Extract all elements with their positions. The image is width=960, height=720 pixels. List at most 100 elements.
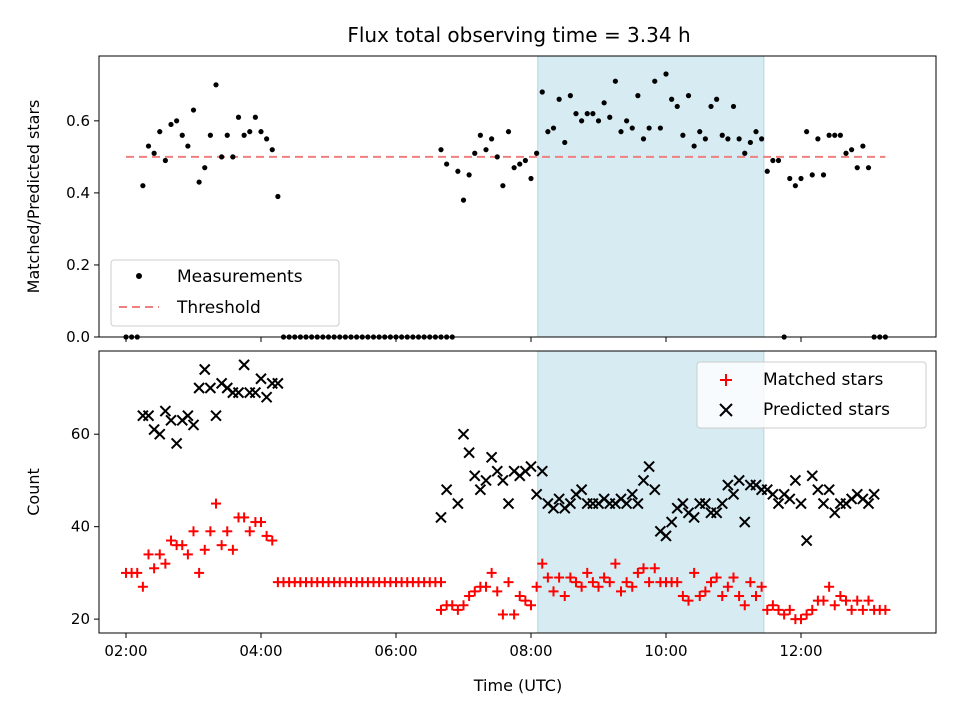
predicted-star-point xyxy=(480,474,492,487)
matched-star-point xyxy=(182,549,193,560)
matched-star-point xyxy=(734,591,745,602)
matched-star-point xyxy=(458,600,469,611)
measurement-point xyxy=(162,157,168,164)
legend-matched-label: Matched stars xyxy=(763,370,883,390)
predicted-star-point xyxy=(564,497,577,510)
matched-star-point xyxy=(503,577,514,588)
predicted-star-point xyxy=(463,446,475,459)
measurement-point xyxy=(511,165,517,171)
predicted-star-point xyxy=(767,488,779,501)
top-y-axis-label: Matched/Predicted stars xyxy=(24,100,43,294)
matched-star-point xyxy=(244,526,255,537)
matched-star-point xyxy=(717,591,728,602)
predicted-star-point xyxy=(154,428,166,440)
measurement-point xyxy=(764,168,770,174)
measurement-point xyxy=(556,96,562,102)
matched-star-point xyxy=(177,540,188,551)
measurement-point xyxy=(505,129,512,135)
matched-star-point xyxy=(841,595,851,606)
count-panel: 02:00 04:00 06:00 08:00 10:00 12:00 20 40 60 Co… xyxy=(24,350,937,695)
predicted-star-point xyxy=(204,382,217,394)
predicted-star-point xyxy=(457,428,470,440)
measurement-point xyxy=(708,103,714,110)
matched-star-point xyxy=(261,530,272,541)
matched-star-point xyxy=(143,549,154,560)
matched-star-point xyxy=(683,595,694,606)
matched-star-point xyxy=(767,600,778,611)
y-tick-label: 0.0 xyxy=(66,328,90,346)
predicted-star-point xyxy=(497,474,509,487)
measurement-point xyxy=(820,172,827,178)
measurement-point xyxy=(455,168,461,174)
y-tick-label: 0.6 xyxy=(66,112,90,130)
predicted-star-point xyxy=(485,451,498,464)
measurement-point xyxy=(753,129,759,135)
predicted-star-point xyxy=(491,465,503,477)
predicted-star-point xyxy=(660,530,672,542)
x-tick-label: 12:00 xyxy=(779,642,822,660)
matched-star-point xyxy=(745,577,756,588)
matched-star-point xyxy=(779,609,790,620)
predicted-star-point xyxy=(727,488,740,501)
measurement-point xyxy=(775,157,782,164)
measurement-point xyxy=(460,197,467,203)
top-legend-box xyxy=(110,259,340,327)
matched-star-point xyxy=(711,572,722,583)
matched-star-point xyxy=(166,535,176,546)
measurement-point xyxy=(483,147,489,153)
measurement-point xyxy=(573,111,579,117)
measurement-point xyxy=(230,154,236,160)
predicted-star-point xyxy=(440,483,453,496)
measurement-point xyxy=(736,136,742,142)
matched-star-point xyxy=(576,581,587,592)
predicted-star-point xyxy=(435,511,447,524)
predicted-star-point xyxy=(238,359,250,371)
predicted-star-point xyxy=(249,386,262,399)
measurement-point xyxy=(579,118,585,124)
measurement-point xyxy=(640,136,647,142)
observing-span-top xyxy=(537,55,765,338)
top-axes-frame xyxy=(98,55,937,338)
predicted-star-point xyxy=(182,410,194,422)
measurement-point xyxy=(865,165,872,171)
measurement-point xyxy=(691,143,697,149)
predicted-star-point xyxy=(187,419,200,431)
predicted-star-point xyxy=(817,497,830,510)
matched-star-point xyxy=(593,581,604,592)
predicted-star-point xyxy=(232,386,245,399)
matched-star-point xyxy=(621,577,632,588)
predicted-star-point xyxy=(536,465,548,477)
matched-star-point xyxy=(762,604,773,615)
predicted-star-point xyxy=(716,497,728,510)
matched-star-point xyxy=(784,604,795,615)
predicted-star-point xyxy=(733,474,745,487)
measurement-point xyxy=(657,125,663,131)
x-tick-label: 06:00 xyxy=(374,642,417,660)
measurement-point xyxy=(837,132,843,138)
predicted-star-point xyxy=(829,507,841,519)
matched-star-point xyxy=(205,526,216,537)
matched-star-point xyxy=(722,581,733,592)
matched-star-point xyxy=(486,567,497,578)
predicted-star-point xyxy=(649,483,661,496)
measurement-point xyxy=(815,136,821,142)
predicted-star-point xyxy=(677,497,689,510)
measurement-point xyxy=(595,118,602,124)
matched-star-point xyxy=(751,591,761,602)
bottom-y-ticks: 20 40 60 xyxy=(71,425,99,628)
predicted-star-point xyxy=(474,483,487,496)
matched-star-point xyxy=(526,600,536,611)
matched-star-point xyxy=(554,572,565,583)
matched-star-point xyxy=(846,604,857,615)
matched-star-point xyxy=(447,600,458,611)
predicted-star-point xyxy=(626,488,638,501)
bottom-legend-box xyxy=(696,361,927,429)
measurement-point xyxy=(669,96,675,102)
predicted-star-point xyxy=(159,405,172,417)
predicted-star-point xyxy=(699,497,712,510)
measurement-point xyxy=(157,129,163,135)
matched-star-point xyxy=(520,595,531,606)
predicted-star-point xyxy=(800,534,813,547)
measurement-point xyxy=(635,93,641,99)
